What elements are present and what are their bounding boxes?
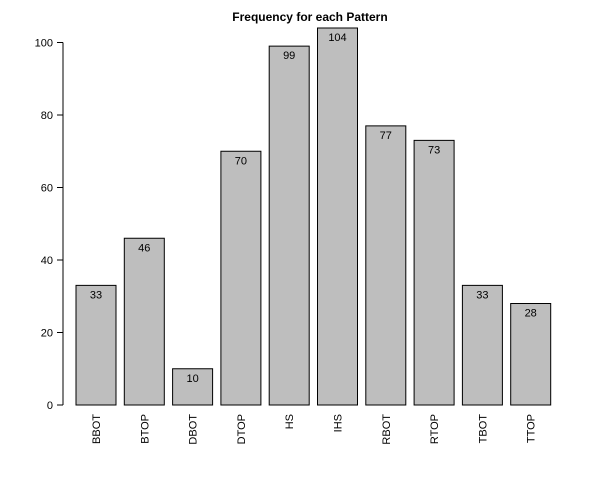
y-tick-label: 80 bbox=[41, 110, 53, 122]
y-tick-label: 0 bbox=[47, 400, 53, 412]
bar-tbot bbox=[462, 285, 502, 405]
bar-rbot bbox=[366, 126, 406, 405]
x-tick-label-dtop: DTOP bbox=[236, 414, 248, 444]
data-label-rbot: 77 bbox=[380, 130, 392, 142]
x-axis-labels: BBOT BTOP DBOT DTOP HS IHS RBOT RTOP TBOT TTOP bbox=[91, 414, 538, 445]
data-label-ihs: 104 bbox=[328, 32, 346, 44]
y-tick-label: 60 bbox=[41, 183, 53, 195]
data-label-dbot: 10 bbox=[186, 373, 198, 385]
y-axis: 0 20 40 60 80 100 bbox=[35, 38, 63, 413]
bar-bbot bbox=[76, 285, 116, 405]
data-label-rtop: 73 bbox=[428, 144, 440, 156]
data-label-bbot: 33 bbox=[90, 289, 102, 301]
y-tick-label: 40 bbox=[41, 255, 53, 267]
data-label-btop: 46 bbox=[138, 242, 150, 254]
bar-dtop bbox=[221, 151, 261, 405]
x-tick-label-ttop: TTOP bbox=[526, 414, 538, 443]
data-label-ttop: 28 bbox=[525, 308, 537, 320]
x-tick-label-bbot: BBOT bbox=[91, 414, 103, 444]
bar-hs bbox=[269, 46, 309, 405]
x-tick-label-tbot: TBOT bbox=[477, 414, 489, 444]
data-label-dtop: 70 bbox=[235, 155, 247, 167]
chart-title: Frequency for each Pattern bbox=[232, 10, 387, 24]
bar-rtop bbox=[414, 140, 454, 405]
x-tick-label-hs: HS bbox=[284, 414, 296, 429]
data-label-tbot: 33 bbox=[476, 289, 488, 301]
x-tick-label-rbot: RBOT bbox=[381, 414, 393, 445]
data-label-hs: 99 bbox=[283, 50, 295, 62]
x-tick-label-rtop: RTOP bbox=[429, 414, 441, 444]
bars bbox=[76, 28, 551, 405]
bar-ihs bbox=[318, 28, 358, 405]
x-tick-label-btop: BTOP bbox=[139, 414, 151, 444]
y-tick-label: 20 bbox=[41, 328, 53, 340]
bar-btop bbox=[124, 238, 164, 405]
x-tick-label-dbot: DBOT bbox=[188, 414, 200, 445]
x-tick-label-ihs: IHS bbox=[333, 414, 345, 432]
y-tick-label: 100 bbox=[35, 38, 53, 50]
